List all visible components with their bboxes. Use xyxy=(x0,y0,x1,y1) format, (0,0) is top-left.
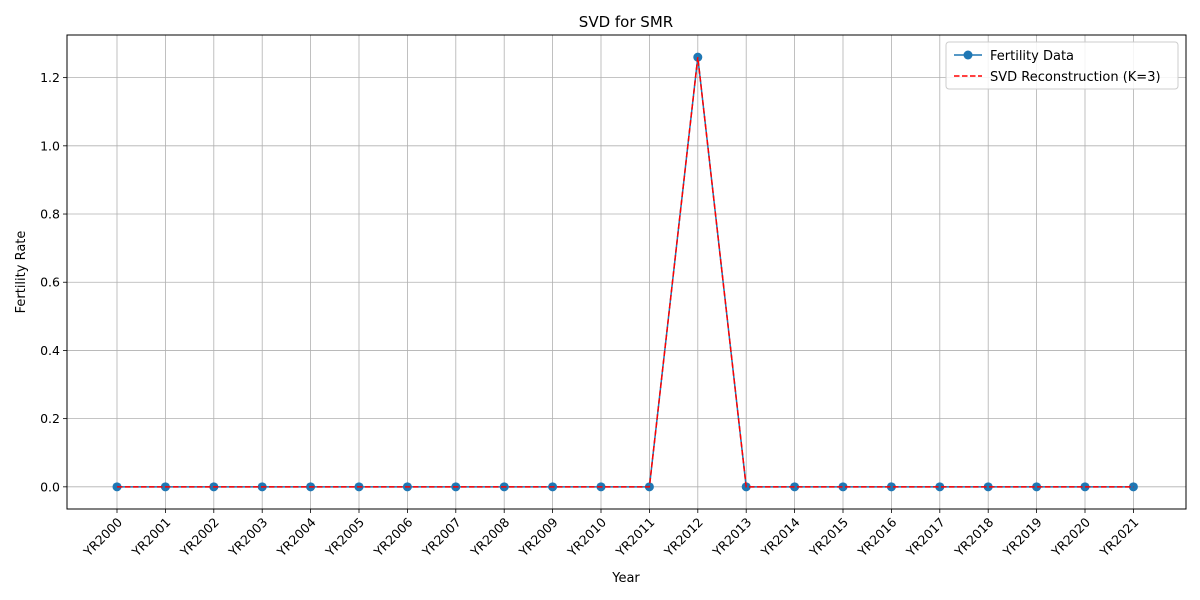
data-point-fertility-data xyxy=(886,482,896,492)
x-tick-label: YR2015 xyxy=(806,515,851,560)
x-tick-label: YR2018 xyxy=(951,514,996,559)
x-tick-label: YR2017 xyxy=(903,515,948,560)
y-tick-label: 0.0 xyxy=(40,479,60,494)
chart-title: SVD for SMR xyxy=(579,13,673,31)
legend-frame xyxy=(945,41,1179,90)
y-tick-label: 0.4 xyxy=(40,343,60,358)
x-tick-label: YR2009 xyxy=(515,514,560,559)
data-point-fertility-data xyxy=(1080,482,1090,492)
series-line-svd-reconstruction xyxy=(117,57,1134,488)
x-tick-label: YR2008 xyxy=(467,514,512,559)
data-point-fertility-data xyxy=(790,482,800,492)
y-tick-label: 1.0 xyxy=(40,138,60,153)
x-axis-label: Year xyxy=(611,571,640,586)
x-tick-label: YR2005 xyxy=(322,515,367,560)
x-axis: YR2000 YR2001 YR2002 YR2003 YR2004 YR2005 YR20… xyxy=(80,509,1142,560)
legend-label-svd-reconstruction: SVD Reconstruction (K=3) xyxy=(990,70,1161,85)
y-tick-label: 1.2 xyxy=(40,70,60,85)
legend-label-fertility-data: Fertility Data xyxy=(990,49,1074,64)
x-tick-label: YR2002 xyxy=(177,515,222,560)
x-tick-label: YR2016 xyxy=(854,514,899,559)
data-point-fertility-data xyxy=(1032,482,1042,492)
x-tick-label: YR2006 xyxy=(370,514,415,559)
x-tick-label: YR2004 xyxy=(273,514,318,559)
series-group xyxy=(112,52,1138,492)
data-point-fertility-data xyxy=(935,482,945,492)
legend-marker-fertility-data-dot xyxy=(963,50,973,60)
y-tick-label: 0.2 xyxy=(40,411,60,426)
grid xyxy=(67,35,1186,509)
series-line-fertility-data xyxy=(117,57,1134,488)
x-tick-label: YR2019 xyxy=(999,514,1044,559)
y-tick-label: 0.8 xyxy=(40,207,60,222)
legend: Fertility Data SVD Reconstruction (K=3) xyxy=(945,41,1179,90)
x-tick-label: YR2012 xyxy=(661,515,706,560)
plot-area-frame xyxy=(66,34,1187,510)
x-tick-label: YR2010 xyxy=(564,514,609,559)
x-tick-label: YR2000 xyxy=(80,514,125,559)
y-axis-label: Fertility Rate xyxy=(14,231,29,314)
x-tick-label: YR2003 xyxy=(225,515,270,560)
y-tick-label: 0.6 xyxy=(40,275,60,290)
x-tick-label: YR2001 xyxy=(128,515,173,560)
data-point-fertility-data xyxy=(983,482,993,492)
x-tick-label: YR2014 xyxy=(757,514,802,559)
x-tick-label: YR2007 xyxy=(419,515,464,560)
x-tick-label: YR2011 xyxy=(612,515,657,560)
x-tick-label: YR2013 xyxy=(709,515,754,560)
data-point-fertility-data xyxy=(838,482,848,492)
y-axis: 0.0 0.2 0.4 0.6 0.8 1.0 1.2 xyxy=(40,70,67,494)
x-tick-label: YR2021 xyxy=(1096,515,1141,560)
x-tick-label: YR2020 xyxy=(1048,514,1093,559)
